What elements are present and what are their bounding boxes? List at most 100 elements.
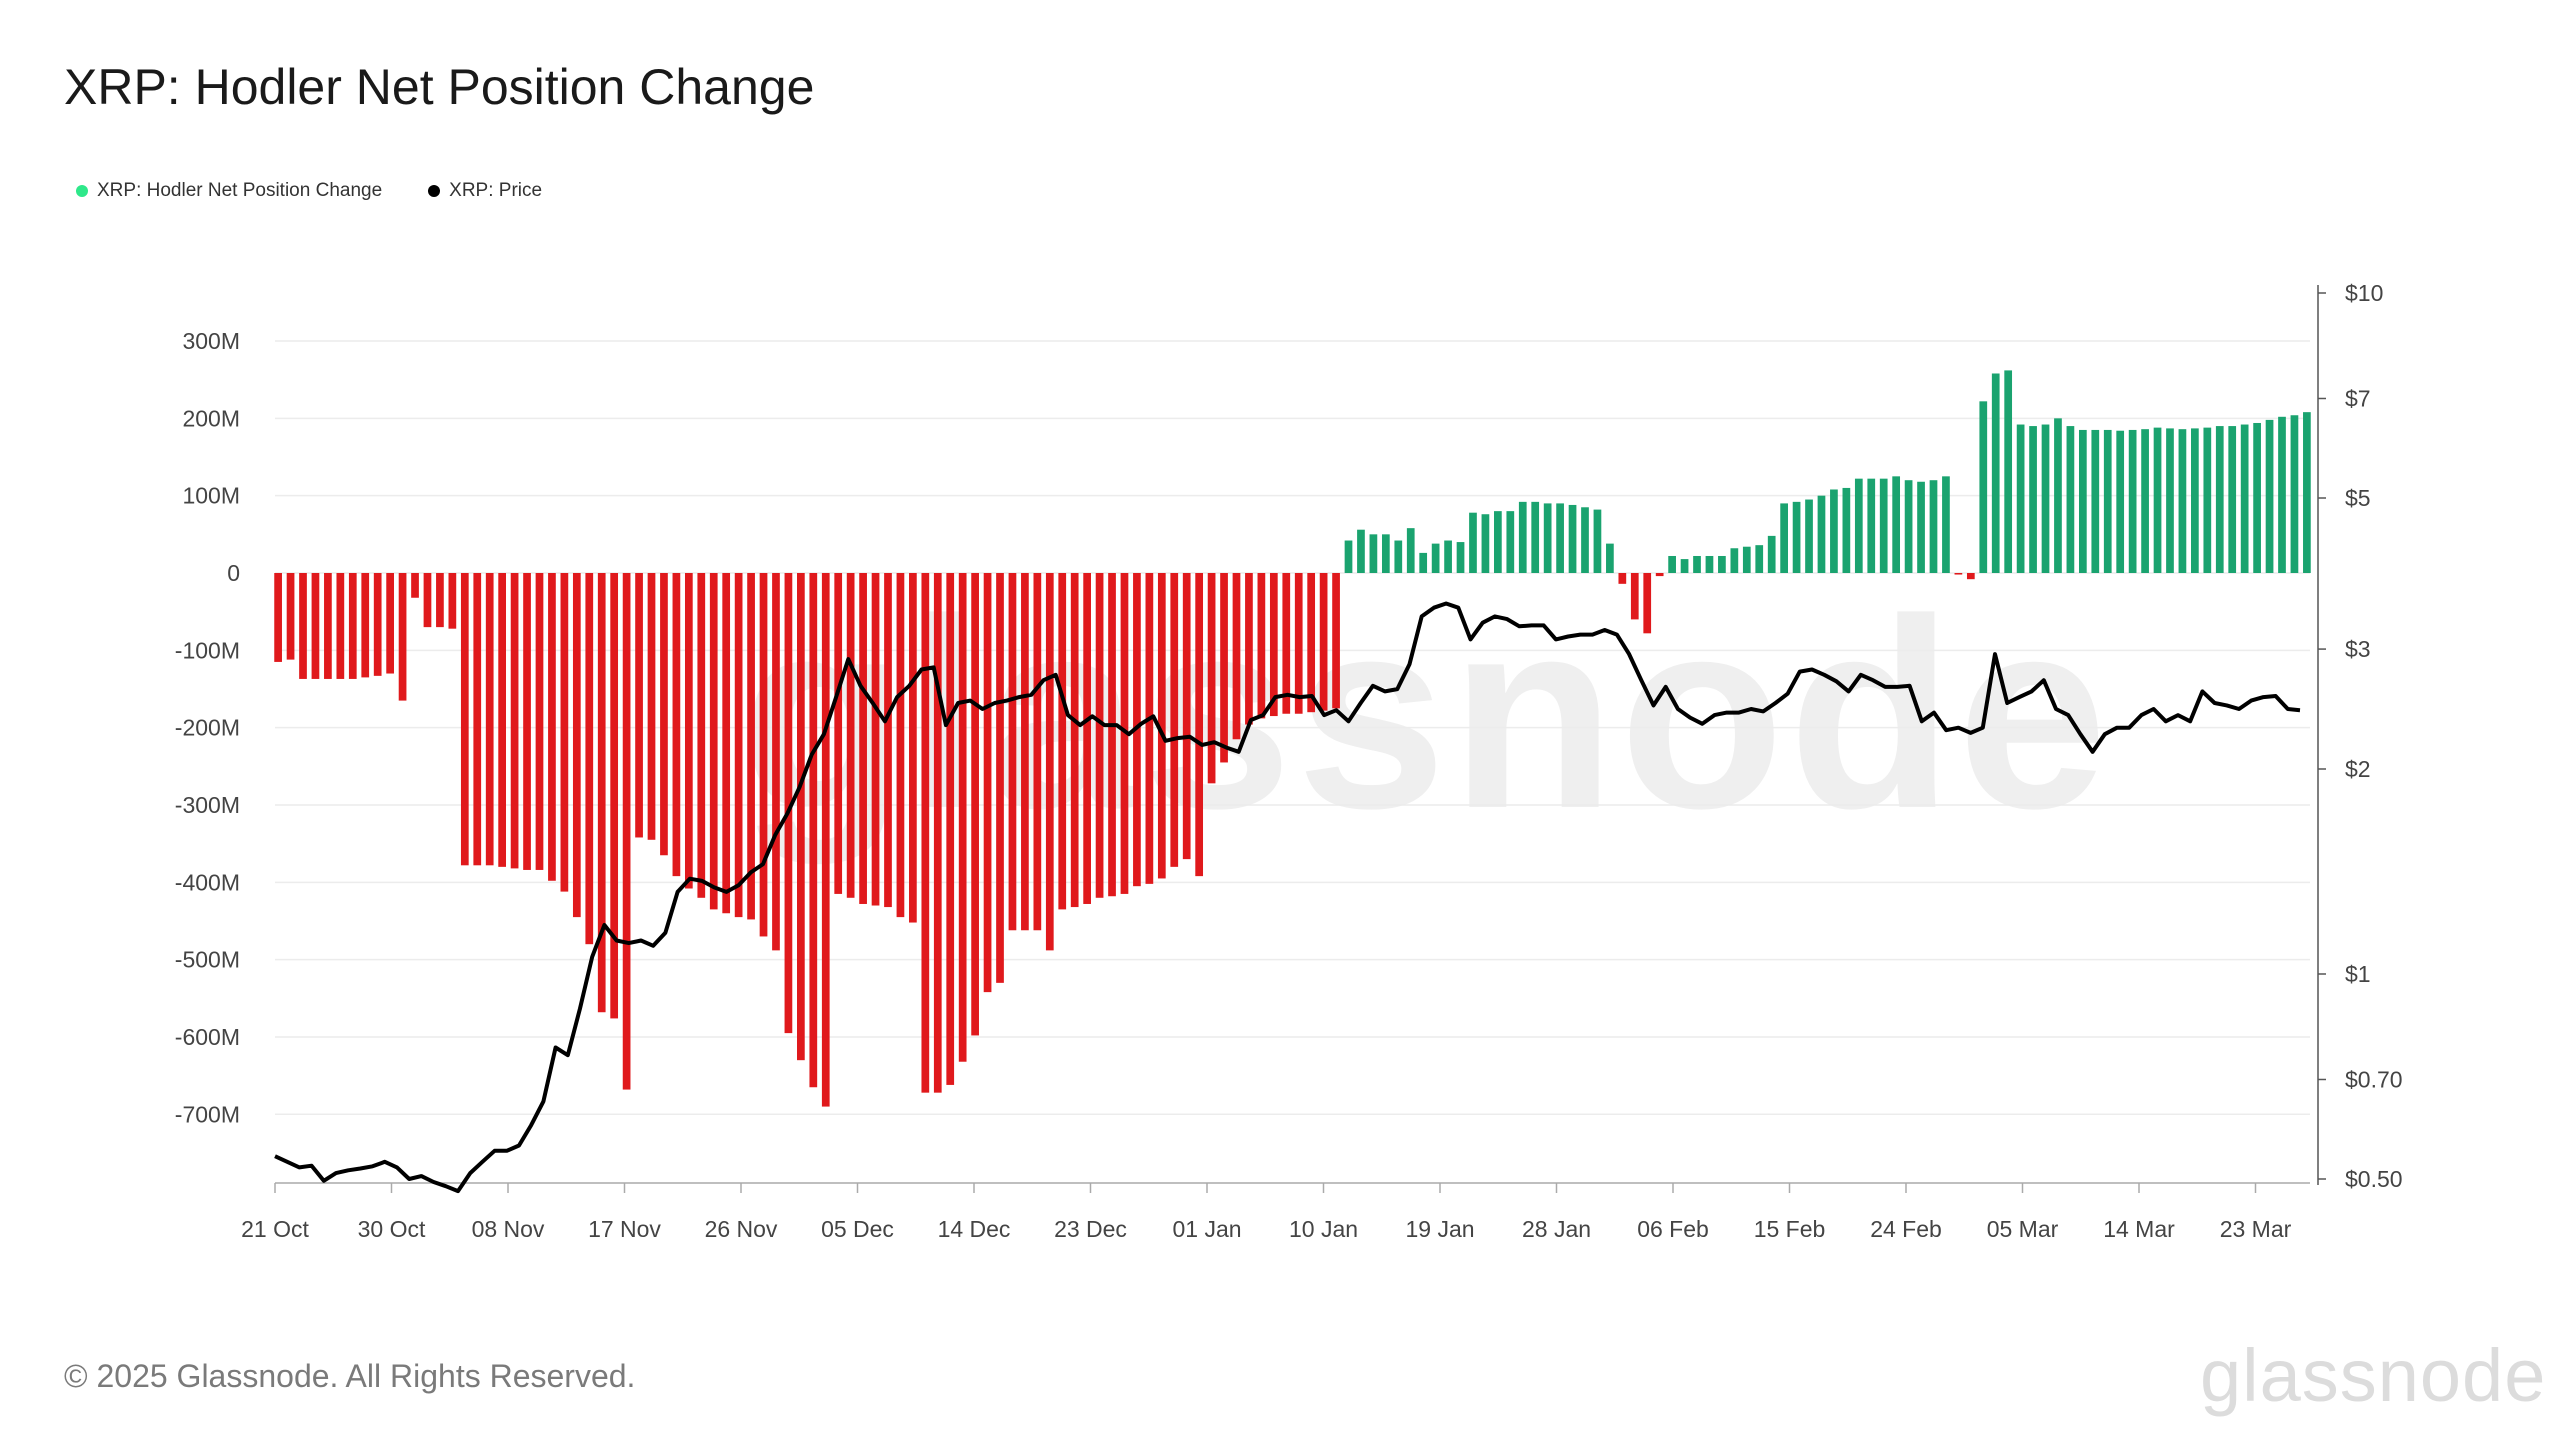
x-tick-label: 14 Mar <box>2103 1216 2175 1242</box>
bar-negative <box>859 573 867 904</box>
legend-label-hodler: XRP: Hodler Net Position Change <box>97 180 383 201</box>
bar-positive <box>2016 424 2025 573</box>
y-left-tick-label: -400M <box>175 869 240 895</box>
bar-negative <box>548 573 556 881</box>
bar-positive <box>2290 415 2299 573</box>
bar-positive <box>1879 478 1888 573</box>
bar-negative <box>1966 573 1975 580</box>
bar-negative <box>896 573 905 918</box>
bar-negative <box>299 573 307 679</box>
bar-positive <box>1767 535 1776 573</box>
x-tick-label: 30 Oct <box>358 1216 426 1242</box>
bar-negative <box>448 573 457 629</box>
bar-positive <box>1431 543 1440 573</box>
bar-positive <box>1369 534 1378 573</box>
bar-positive <box>1693 555 1701 573</box>
bar-negative <box>523 573 531 870</box>
bar-positive <box>1942 476 1950 573</box>
y-right-tick-label: $0.70 <box>2345 1066 2403 1092</box>
y-left-tick-label: -100M <box>175 637 240 663</box>
bar-negative <box>1307 573 1316 713</box>
bar-negative <box>373 573 382 676</box>
bar-positive <box>2116 430 2125 573</box>
bar-negative <box>1120 573 1129 894</box>
bar-negative <box>1245 573 1253 725</box>
bar-positive <box>1469 512 1477 573</box>
bar-positive <box>1444 540 1452 573</box>
bar-negative <box>684 573 693 889</box>
y-right-tick-label: $3 <box>2345 636 2371 662</box>
bar-positive <box>1867 478 1876 573</box>
bar-positive <box>2029 426 2037 573</box>
bar-negative <box>1269 573 1278 717</box>
bar-positive <box>1531 501 1540 573</box>
bar-positive <box>2078 429 2087 573</box>
y-right-tick-label: $1 <box>2345 961 2371 987</box>
bar-negative <box>1058 573 1067 910</box>
bar-negative <box>535 573 544 870</box>
legend-item-price[interactable]: XRP: Price <box>428 180 542 202</box>
bar-negative <box>884 573 892 908</box>
bar-positive <box>1730 548 1739 573</box>
bar-positive <box>1394 540 1403 573</box>
bar-negative <box>946 573 955 1085</box>
bar-positive <box>1506 511 1515 573</box>
bar-negative <box>1257 573 1266 719</box>
bar-negative <box>747 573 755 920</box>
bar-negative <box>585 573 594 945</box>
y-right-tick-label: $5 <box>2345 485 2371 511</box>
bar-negative <box>473 573 482 866</box>
bar-positive <box>1344 540 1353 573</box>
x-tick-label: 17 Nov <box>588 1216 661 1242</box>
bar-negative <box>1220 573 1228 763</box>
bar-negative <box>821 573 830 1107</box>
bar-positive <box>1556 503 1564 573</box>
x-tick-label: 26 Nov <box>705 1216 778 1242</box>
bar-negative <box>1008 573 1017 931</box>
bar-negative <box>460 573 469 866</box>
y-left-tick-label: 100M <box>182 483 240 509</box>
bar-positive <box>2141 429 2149 573</box>
bar-negative <box>846 573 855 898</box>
x-tick-label: 21 Oct <box>241 1216 309 1242</box>
bar-positive <box>1929 480 1938 573</box>
bar-positive <box>1494 511 1502 573</box>
bar-negative <box>871 573 880 906</box>
bar-positive <box>1668 555 1676 573</box>
y-right-tick-label: $7 <box>2345 385 2371 411</box>
bar-negative <box>809 573 818 1088</box>
bar-negative <box>411 573 419 598</box>
bar-negative <box>1182 573 1191 860</box>
bar-negative <box>1282 573 1291 714</box>
bar-positive <box>1817 495 1826 573</box>
chart-legend: XRP: Hodler Net Position Change XRP: Pri… <box>76 180 542 202</box>
y-left-tick-label: -500M <box>175 947 240 973</box>
legend-item-hodler[interactable]: XRP: Hodler Net Position Change <box>76 180 382 202</box>
bar-positive <box>1842 487 1851 573</box>
bar-negative <box>1655 573 1664 577</box>
bar-negative <box>361 573 370 678</box>
brand-logo: glassnode <box>2200 1334 2547 1417</box>
bar-negative <box>622 573 631 1090</box>
bar-positive <box>2066 426 2075 573</box>
bar-positive <box>1419 552 1428 573</box>
bar-positive <box>2278 416 2286 573</box>
bar-negative <box>1045 573 1054 951</box>
bar-negative <box>797 573 805 1061</box>
bar-negative <box>1319 573 1328 711</box>
x-tick-label: 08 Nov <box>472 1216 545 1242</box>
bar-positive <box>1805 499 1813 573</box>
bar-negative <box>1170 573 1179 867</box>
bar-positive <box>1991 373 2000 573</box>
bar-positive <box>1854 478 1863 573</box>
bar-negative <box>510 573 519 869</box>
bar-positive <box>2004 370 2013 573</box>
bar-negative <box>1294 573 1303 714</box>
bar-negative <box>1108 573 1116 897</box>
bar-positive <box>1979 401 1988 573</box>
bar-negative <box>610 573 619 1019</box>
bar-positive <box>1606 543 1614 573</box>
bar-negative <box>996 573 1004 983</box>
bar-negative <box>311 573 320 679</box>
y-right-tick-label: $2 <box>2345 756 2371 782</box>
